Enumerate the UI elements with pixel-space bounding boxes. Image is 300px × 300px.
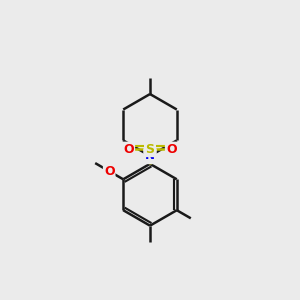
Text: O: O xyxy=(124,142,134,156)
Text: N: N xyxy=(145,149,155,162)
Text: O: O xyxy=(104,165,115,178)
Text: S: S xyxy=(146,142,154,156)
Text: O: O xyxy=(166,142,176,156)
